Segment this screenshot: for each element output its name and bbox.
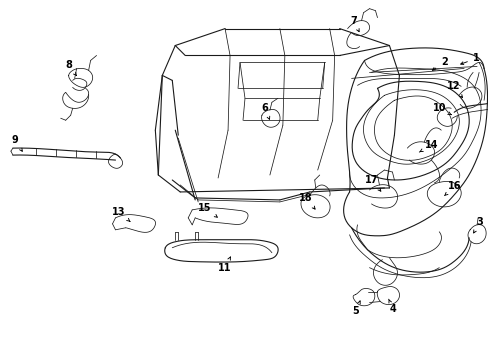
Text: 4: 4 [388,299,396,315]
Text: 9: 9 [12,135,22,151]
Text: 18: 18 [298,193,314,209]
Text: 1: 1 [460,54,479,64]
Text: 11: 11 [218,257,231,273]
Text: 17: 17 [364,175,380,191]
Text: 7: 7 [349,15,358,32]
Text: 14: 14 [419,140,437,152]
Text: 8: 8 [65,60,76,76]
Text: 5: 5 [351,301,360,316]
Text: 16: 16 [444,181,461,196]
Text: 2: 2 [431,58,447,70]
Text: 15: 15 [198,203,217,217]
Text: 12: 12 [446,81,462,98]
Text: 13: 13 [112,207,130,221]
Text: 10: 10 [431,103,450,115]
Text: 6: 6 [261,103,269,119]
Text: 3: 3 [473,217,483,233]
